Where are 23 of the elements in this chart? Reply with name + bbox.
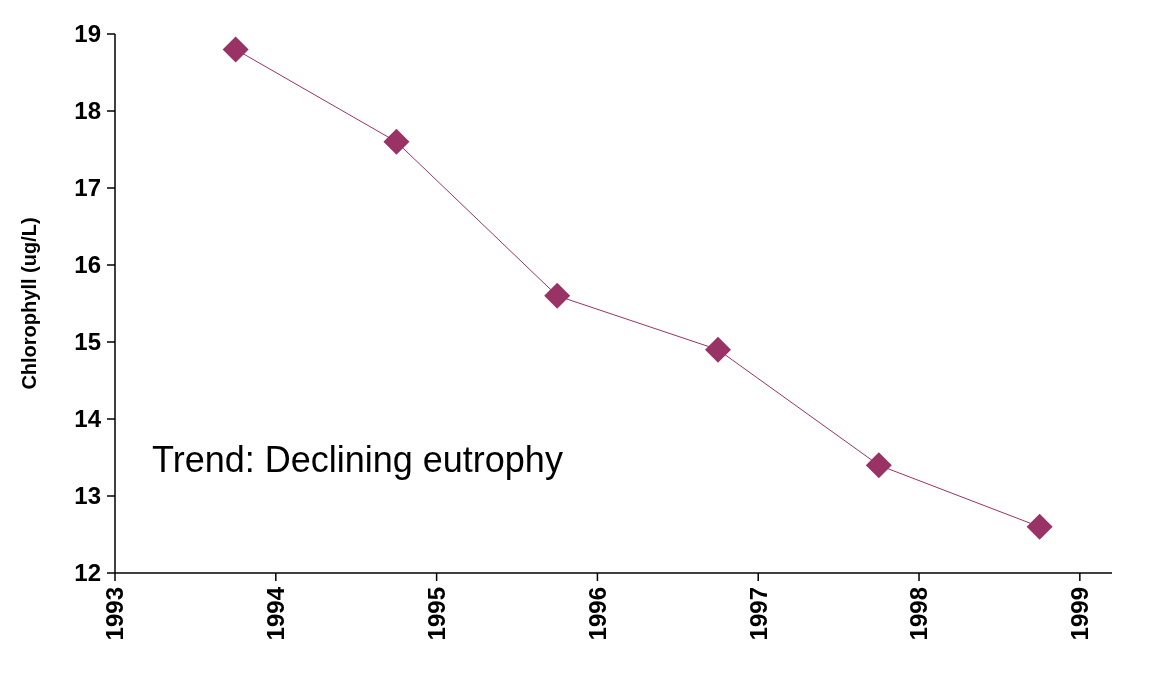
y-tick-label: 14 [74,405,102,433]
x-tick-label: 1993 [101,587,129,641]
x-tick-label: 1998 [905,587,933,641]
x-tick-label: 1999 [1066,587,1094,641]
y-tick-label: 15 [74,328,101,356]
y-tick-label: 12 [74,559,101,587]
y-tick-label: 19 [74,20,101,48]
y-tick-label: 13 [74,482,101,510]
x-tick-label: 1997 [744,587,772,641]
y-tick-label: 16 [74,251,101,279]
y-tick-label: 17 [74,174,101,202]
point [383,128,410,155]
x-tick-label: 1994 [262,586,290,641]
point [1026,513,1053,540]
y-tick-label: 18 [74,97,101,125]
x-tick-label: 1995 [423,587,451,641]
point [222,36,249,63]
point [865,452,892,479]
point [705,336,732,363]
point [544,282,571,309]
y-axis-title: Chlorophyll (ug/L) [18,217,40,390]
annotation: Trend: Declining eutrophy [152,439,563,480]
x-tick-label: 1996 [583,587,611,641]
